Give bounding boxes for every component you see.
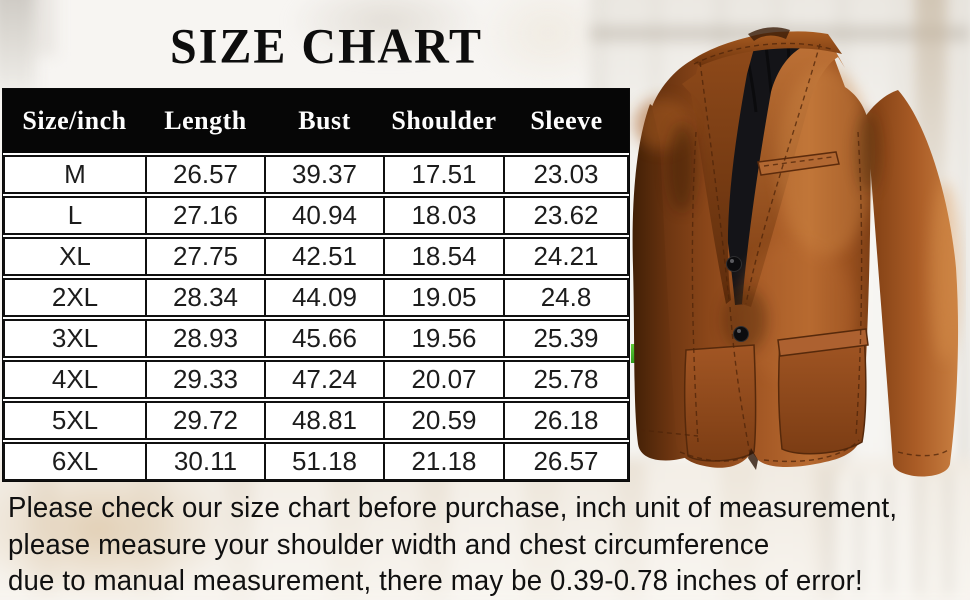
product-photo-jacket (632, 27, 960, 477)
column-header-bust: Bust (298, 106, 351, 135)
cell-size: 3XL (3, 319, 146, 358)
table-row: XL 27.75 42.51 18.54 24.21 (3, 237, 629, 276)
column-header-length: Length (164, 106, 247, 135)
table-row: 6XL 30.11 51.18 21.18 26.57 (3, 442, 629, 481)
cell-shoulder: 18.03 (384, 196, 504, 235)
backdrop-wash (286, 0, 486, 64)
patch-pocket-left (683, 344, 757, 462)
cell-bust: 39.37 (265, 155, 384, 194)
patch-pocket-right (777, 331, 867, 455)
chest-welt-pocket (757, 151, 840, 176)
backdrop-windows (826, 474, 966, 594)
cell-bust: 47.24 (265, 360, 384, 399)
stitch-lines (639, 42, 949, 463)
jacket-button (733, 326, 749, 342)
column-header-shoulder: Shoulder (391, 106, 497, 135)
page-title: SIZE CHART (170, 19, 484, 75)
table-row: M 26.57 39.37 17.51 23.03 (3, 155, 629, 194)
cell-sleeve: 25.78 (504, 360, 629, 399)
cell-shoulder: 20.59 (384, 401, 504, 440)
cell-size: 5XL (3, 401, 146, 440)
cell-shoulder: 19.56 (384, 319, 504, 358)
cell-length: 28.34 (146, 278, 265, 317)
cell-length: 26.57 (146, 155, 265, 194)
cell-size: L (3, 196, 146, 235)
cell-bust: 40.94 (265, 196, 384, 235)
cell-shoulder: 19.05 (384, 278, 504, 317)
cell-size: 4XL (3, 360, 146, 399)
table-row: 3XL 28.93 45.66 19.56 25.39 (3, 319, 629, 358)
sheen-right-sleeve (930, 182, 960, 362)
note-line-3: due to manual measurement, there may be … (8, 565, 863, 597)
cell-size: 6XL (3, 442, 146, 481)
cell-bust: 51.18 (265, 442, 384, 481)
cell-sleeve: 24.21 (504, 237, 629, 276)
jacket-left-lapel (682, 41, 756, 304)
collar-hanger-gap (748, 27, 790, 41)
cell-size: M (3, 155, 146, 194)
cell-sleeve: 23.03 (504, 155, 629, 194)
table-row: 4XL 29.33 47.24 20.07 25.78 (3, 360, 629, 399)
cell-size: 2XL (3, 278, 146, 317)
cell-bust: 42.51 (265, 237, 384, 276)
cell-length: 28.93 (146, 319, 265, 358)
note-line-1: Please check our size chart before purch… (8, 492, 898, 524)
jacket-collar (692, 31, 842, 66)
cell-bust: 48.81 (265, 401, 384, 440)
patch-pocket-right-band (777, 328, 869, 357)
cell-length: 29.72 (146, 401, 265, 440)
table-row: 5XL 29.72 48.81 20.59 26.18 (3, 401, 629, 440)
cell-length: 27.16 (146, 196, 265, 235)
jacket-right-lapel (742, 40, 845, 307)
jacket-button-highlight (737, 329, 741, 333)
cell-shoulder: 18.54 (384, 237, 504, 276)
note-line-2: please measure your shoulder width and c… (8, 529, 770, 561)
cell-sleeve: 26.57 (504, 442, 629, 481)
shadow-v-bottom (723, 288, 767, 352)
cell-sleeve: 24.8 (504, 278, 629, 317)
cell-sleeve: 25.39 (504, 319, 629, 358)
cell-length: 30.11 (146, 442, 265, 481)
column-header-sleeve: Sleeve (530, 106, 603, 135)
cell-bust: 44.09 (265, 278, 384, 317)
backdrop-tower (0, 0, 36, 92)
column-header-size: Size/inch (22, 106, 127, 135)
jacket-button-highlight (730, 259, 734, 263)
cell-size: XL (3, 237, 146, 276)
cell-sleeve: 26.18 (504, 401, 629, 440)
table-row: 2XL 28.34 44.09 19.05 24.8 (3, 278, 629, 317)
cell-shoulder: 17.51 (384, 155, 504, 194)
cell-sleeve: 23.62 (504, 196, 629, 235)
shadow-right-armpit (856, 112, 880, 192)
backdrop-tower-2 (38, 0, 56, 56)
jacket-right-sleeve (865, 90, 959, 477)
table-row: L 27.16 40.94 18.03 23.62 (3, 196, 629, 235)
cell-length: 27.75 (146, 237, 265, 276)
jacket-button (726, 256, 742, 272)
size-chart-table: Size/inch Length Bust Shoulder Sleeve M … (2, 88, 630, 482)
cell-shoulder: 20.07 (384, 360, 504, 399)
shadow-left-armpit (668, 122, 696, 212)
table-header-row: Size/inch Length Bust Shoulder Sleeve (3, 89, 629, 153)
cell-length: 29.33 (146, 360, 265, 399)
front-split-shadow (748, 448, 758, 470)
cell-shoulder: 21.18 (384, 442, 504, 481)
cell-bust: 45.66 (265, 319, 384, 358)
